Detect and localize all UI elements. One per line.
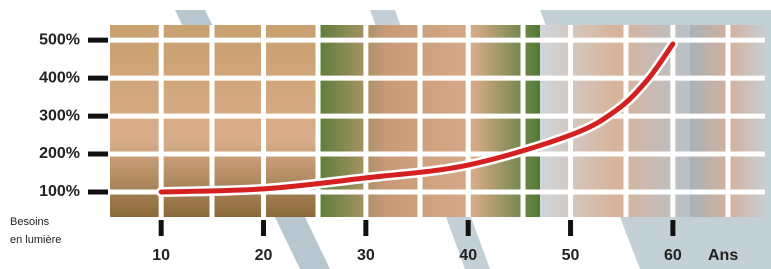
x-tick-label: 60	[664, 247, 682, 264]
y-tick-label: 100%	[39, 183, 80, 200]
y-tick-label: 500%	[39, 31, 80, 48]
x-tick-label: 10	[152, 247, 170, 264]
y-tick-label: 400%	[39, 69, 80, 86]
y-tick-label: 200%	[39, 145, 80, 162]
x-tick-label: 30	[357, 247, 375, 264]
x-tick-label: 50	[562, 247, 580, 264]
x-axis-label: Ans	[708, 247, 738, 264]
page: Besoins en lumière Ans 100% 200% 300% 400% 5…	[0, 0, 771, 269]
x-tick-label: 40	[459, 247, 477, 264]
x-tick-label: 20	[255, 247, 273, 264]
y-axis-label: en lumière	[10, 234, 61, 246]
y-tick-label: 300%	[39, 107, 80, 124]
chart: Besoins en lumière Ans 100% 200% 300% 400% 5…	[0, 0, 771, 269]
y-axis-label: Besoins	[10, 216, 50, 228]
